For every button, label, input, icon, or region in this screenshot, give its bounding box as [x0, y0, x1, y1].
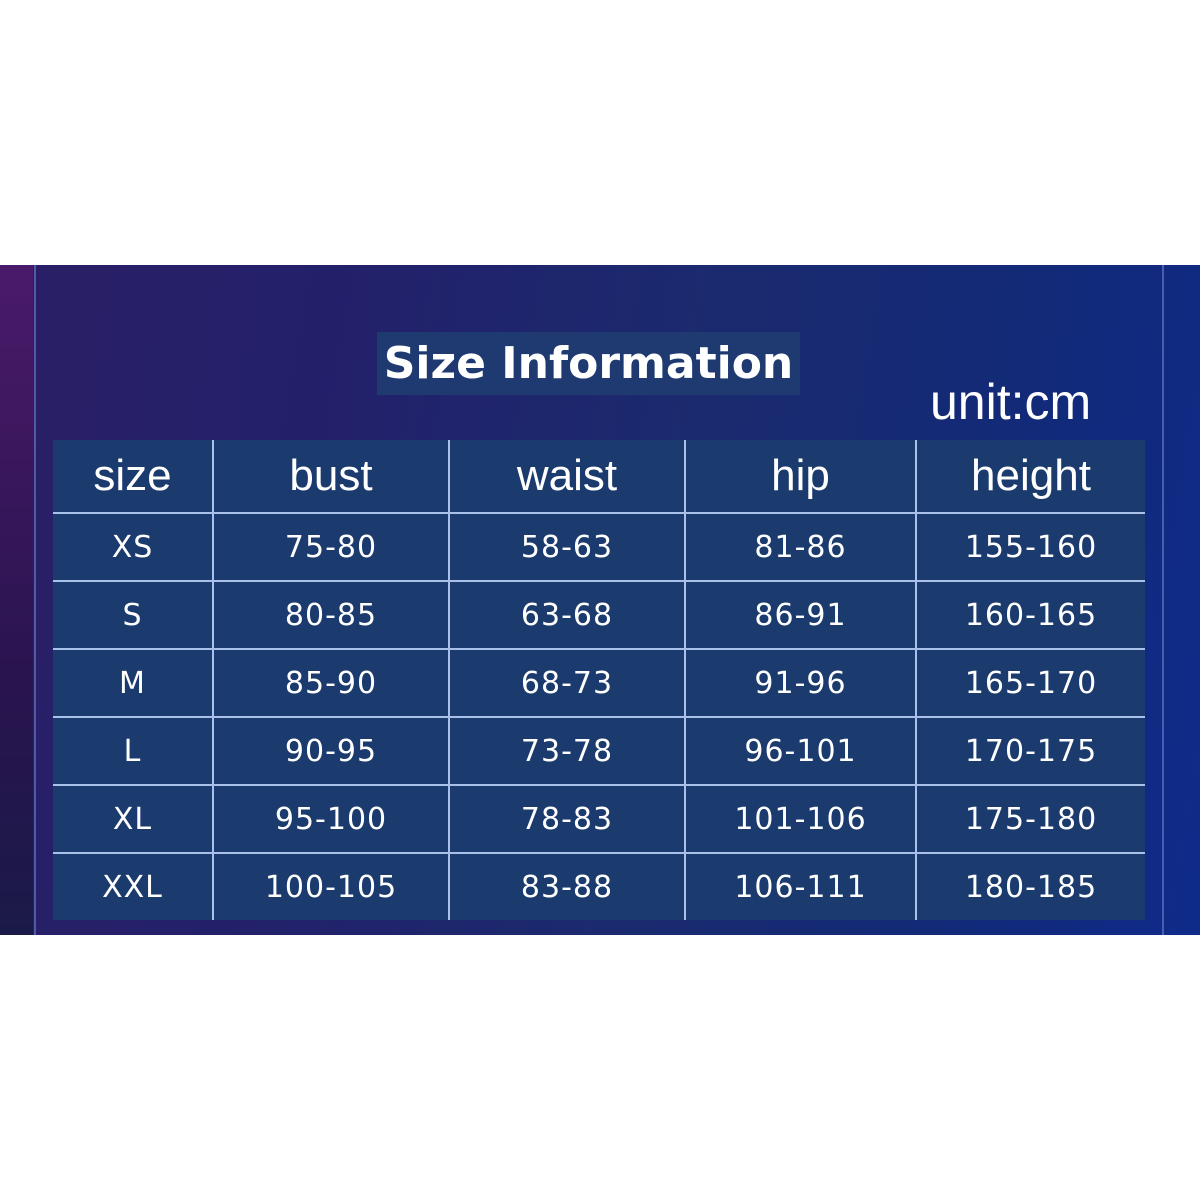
table-cell: 90-95 [212, 716, 450, 786]
unit-label: unit:cm [930, 374, 1092, 430]
table-row: M 85-90 68-73 91-96 165-170 [53, 648, 1145, 718]
table-cell: 100-105 [212, 852, 450, 920]
table-row: L 90-95 73-78 96-101 170-175 [53, 716, 1145, 786]
page-title: Size Information [377, 332, 800, 395]
table-cell: 95-100 [212, 784, 450, 854]
table-cell: 83-88 [448, 852, 686, 920]
table-cell: 91-96 [684, 648, 917, 718]
table-cell: M [53, 648, 214, 718]
table-cell: XS [53, 512, 214, 582]
decorative-strip [0, 265, 33, 935]
table-cell: XXL [53, 852, 214, 920]
table-cell: 80-85 [212, 580, 450, 650]
column-header: height [915, 440, 1145, 514]
table-cell: 155-160 [915, 512, 1145, 582]
table-cell: 101-106 [684, 784, 917, 854]
table-cell: 78-83 [448, 784, 686, 854]
table-cell: 85-90 [212, 648, 450, 718]
table-cell: 175-180 [915, 784, 1145, 854]
table-cell: L [53, 716, 214, 786]
table-cell: 86-91 [684, 580, 917, 650]
table-row: S 80-85 63-68 86-91 160-165 [53, 580, 1145, 650]
size-chart-banner: Size Information unit:cm size bust waist hi… [0, 265, 1200, 935]
column-header: hip [684, 440, 917, 514]
table-cell: 63-68 [448, 580, 686, 650]
table-row: XXL 100-105 83-88 106-111 180-185 [53, 852, 1145, 920]
table-cell: 73-78 [448, 716, 686, 786]
table-cell: S [53, 580, 214, 650]
table-cell: 170-175 [915, 716, 1145, 786]
table-cell: 81-86 [684, 512, 917, 582]
table-cell: 165-170 [915, 648, 1145, 718]
size-table: size bust waist hip height XS 75-80 58-63 81-86… [53, 440, 1145, 920]
table-row: XL 95-100 78-83 101-106 175-180 [53, 784, 1145, 854]
table-cell: 75-80 [212, 512, 450, 582]
column-header: bust [212, 440, 450, 514]
column-header: size [53, 440, 214, 514]
divider [34, 265, 36, 935]
column-header: waist [448, 440, 686, 514]
table-cell: XL [53, 784, 214, 854]
table-cell: 106-111 [684, 852, 917, 920]
table-cell: 68-73 [448, 648, 686, 718]
table-cell: 160-165 [915, 580, 1145, 650]
table-row: XS 75-80 58-63 81-86 155-160 [53, 512, 1145, 582]
header-row: size bust waist hip height [53, 440, 1145, 514]
table-cell: 180-185 [915, 852, 1145, 920]
divider [1162, 265, 1164, 935]
table-cell: 58-63 [448, 512, 686, 582]
table-cell: 96-101 [684, 716, 917, 786]
